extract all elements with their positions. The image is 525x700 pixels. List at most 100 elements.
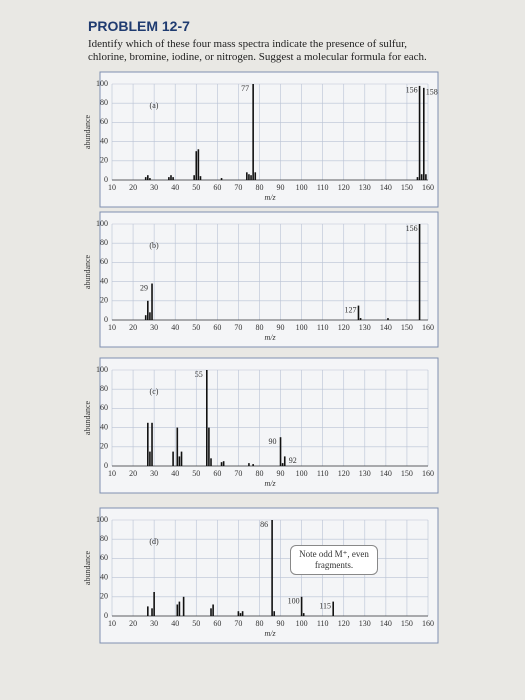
peak-bar <box>220 462 223 466</box>
y-tick-label: 0 <box>104 175 108 184</box>
x-tick-label: 90 <box>277 469 285 478</box>
peak-bar <box>422 87 425 180</box>
peak-label: 92 <box>289 456 297 465</box>
x-tick-label: 40 <box>171 469 179 478</box>
x-tick-label: 20 <box>129 469 137 478</box>
panel-label: (a) <box>150 101 159 110</box>
peak-bar <box>271 520 273 616</box>
peak-bar <box>151 422 153 466</box>
peak-label: 86 <box>260 520 268 529</box>
peak-label: 90 <box>269 437 277 446</box>
peak-bar <box>147 422 149 466</box>
peak-bar <box>195 151 198 180</box>
x-tick-label: 50 <box>192 323 200 332</box>
peak-bar <box>248 463 250 466</box>
x-tick-label: 150 <box>401 323 413 332</box>
x-tick-label: 160 <box>422 619 434 628</box>
y-tick-label: 60 <box>100 403 108 412</box>
y-tick-label: 0 <box>104 461 108 470</box>
peak-bar <box>197 149 200 180</box>
peak-bar <box>416 177 419 180</box>
chart-frame <box>99 507 439 644</box>
chart-frame <box>99 71 439 208</box>
x-tick-label: 50 <box>192 619 200 628</box>
y-tick-label: 20 <box>100 442 108 451</box>
x-tick-label: 160 <box>422 469 434 478</box>
peak-bar <box>241 611 244 616</box>
y-axis-label: abundance <box>83 550 92 585</box>
x-tick-label: 30 <box>150 323 158 332</box>
peak-bar <box>387 318 389 320</box>
peak-bar <box>180 451 183 466</box>
x-tick-label: 80 <box>255 323 263 332</box>
x-tick-label: 130 <box>359 619 371 628</box>
peak-bar <box>254 172 257 180</box>
y-tick-label: 100 <box>96 219 108 228</box>
y-tick-label: 80 <box>100 534 108 543</box>
x-tick-label: 140 <box>380 619 392 628</box>
peak-bar <box>239 613 242 616</box>
peak-bar <box>168 177 170 180</box>
x-tick-label: 100 <box>296 469 308 478</box>
y-tick-label: 20 <box>100 592 108 601</box>
chart-frame <box>99 357 439 494</box>
x-tick-label: 120 <box>338 183 350 192</box>
y-tick-label: 40 <box>100 572 108 581</box>
x-axis-label: m/z <box>264 479 276 488</box>
problem-text: Identify which of these four mass spectr… <box>88 38 427 63</box>
peak-bar <box>147 300 149 320</box>
y-tick-label: 40 <box>100 136 108 145</box>
peak-bar <box>252 464 254 466</box>
peak-bar <box>359 318 362 320</box>
x-tick-label: 70 <box>234 469 242 478</box>
peak-bar <box>357 305 360 320</box>
peak-bar <box>418 85 421 180</box>
peak-bar <box>210 608 212 616</box>
x-tick-label: 60 <box>213 183 221 192</box>
peak-bar <box>149 451 151 466</box>
y-tick-label: 60 <box>100 553 108 562</box>
y-tick-label: 100 <box>96 79 108 88</box>
y-axis-label: abundance <box>83 114 92 149</box>
peak-bar <box>151 283 153 320</box>
x-tick-label: 110 <box>317 183 329 192</box>
x-tick-label: 50 <box>192 183 200 192</box>
note: Note odd M⁺, even fragments. <box>290 545 378 575</box>
peak-bar <box>237 611 240 616</box>
peak-bar <box>300 596 303 616</box>
x-tick-label: 40 <box>171 183 179 192</box>
peak-bar <box>149 312 151 320</box>
x-tick-label: 50 <box>192 469 200 478</box>
peak-bar <box>172 451 174 466</box>
peak-label: 55 <box>195 370 203 379</box>
y-tick-label: 80 <box>100 238 108 247</box>
peak-label: 115 <box>319 601 331 610</box>
peak-bar <box>151 608 153 616</box>
y-tick-label: 0 <box>104 315 108 324</box>
x-tick-label: 40 <box>171 323 179 332</box>
x-tick-label: 60 <box>213 469 221 478</box>
x-tick-label: 110 <box>317 619 329 628</box>
x-tick-label: 150 <box>401 469 413 478</box>
x-axis-label: m/z <box>264 333 276 342</box>
peak-bar <box>252 84 254 180</box>
x-tick-label: 160 <box>422 183 434 192</box>
peak-bar <box>246 172 248 180</box>
x-tick-label: 160 <box>422 323 434 332</box>
peak-bar <box>178 601 181 616</box>
x-tick-label: 90 <box>277 183 285 192</box>
x-tick-label: 150 <box>401 619 413 628</box>
y-tick-label: 60 <box>100 117 108 126</box>
peak-bar <box>170 175 172 180</box>
x-tick-label: 80 <box>255 469 263 478</box>
peak-label: 156 <box>406 86 418 95</box>
x-tick-label: 130 <box>359 469 371 478</box>
peak-bar <box>147 175 149 180</box>
x-tick-label: 60 <box>213 323 221 332</box>
peak-bar <box>199 176 202 180</box>
peak-label: 29 <box>140 283 148 292</box>
y-tick-label: 40 <box>100 276 108 285</box>
panel-label: (c) <box>150 387 159 396</box>
x-tick-label: 110 <box>317 469 329 478</box>
